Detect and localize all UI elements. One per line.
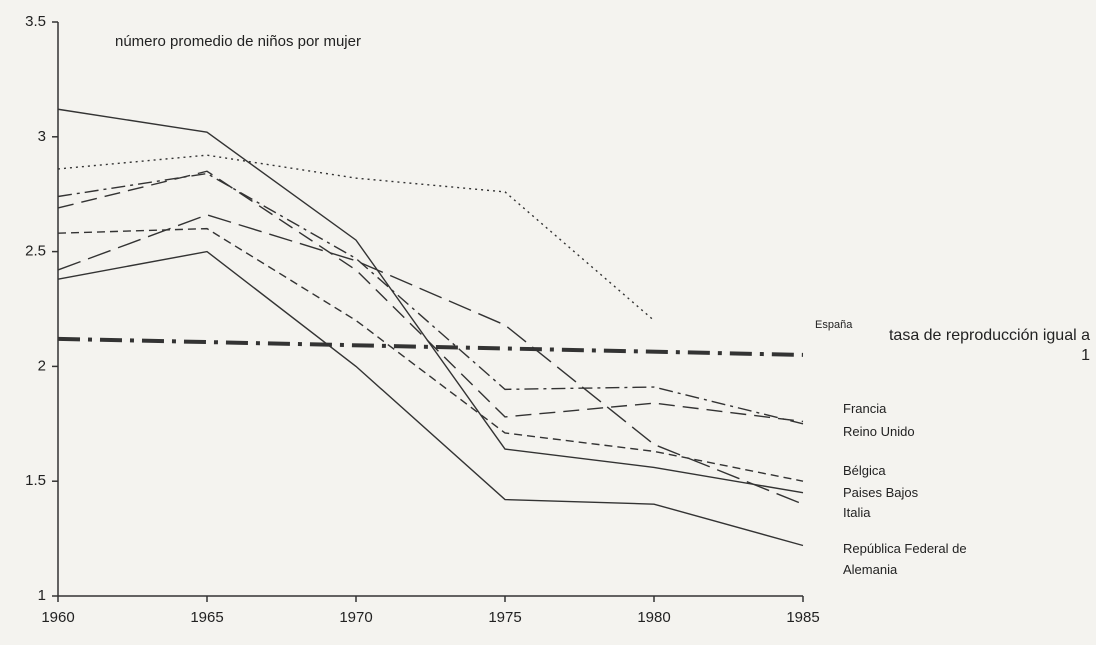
y-tick-label: 3 <box>38 128 46 145</box>
x-tick-label: 1980 <box>637 609 670 626</box>
series-line <box>57 214 804 505</box>
y-tick-label: 2 <box>38 357 46 374</box>
series-line <box>57 108 804 494</box>
series-label: Francia <box>843 401 887 416</box>
x-tick-label: 1965 <box>190 609 223 626</box>
x-tick-label: 1975 <box>488 609 521 626</box>
x-tick-label: 1970 <box>339 609 372 626</box>
series-line <box>57 227 804 482</box>
y-tick-label: 2.5 <box>25 243 46 260</box>
series-line <box>57 170 804 423</box>
series-line <box>57 172 804 425</box>
series-label: Italia <box>843 505 871 520</box>
reference-label: tasa de reproducción igual a 1 <box>888 327 1090 364</box>
series-label: Bélgica <box>843 463 886 478</box>
y-tick-label: 1.5 <box>25 472 46 489</box>
series-label: Reino Unido <box>843 424 915 439</box>
series-label: España <box>815 319 853 331</box>
y-axis-label: número promedio de niños por mujer <box>115 33 361 50</box>
x-tick-label: 1960 <box>41 609 74 626</box>
series-label: República Federal de Alemania <box>843 541 967 577</box>
series-label: Paises Bajos <box>843 485 919 500</box>
series-line <box>57 250 804 547</box>
y-tick-label: 1 <box>38 587 46 604</box>
x-tick-label: 1985 <box>786 609 819 626</box>
y-tick-label: 3.5 <box>25 13 46 30</box>
reference-line <box>57 336 804 357</box>
series-line <box>57 154 655 322</box>
